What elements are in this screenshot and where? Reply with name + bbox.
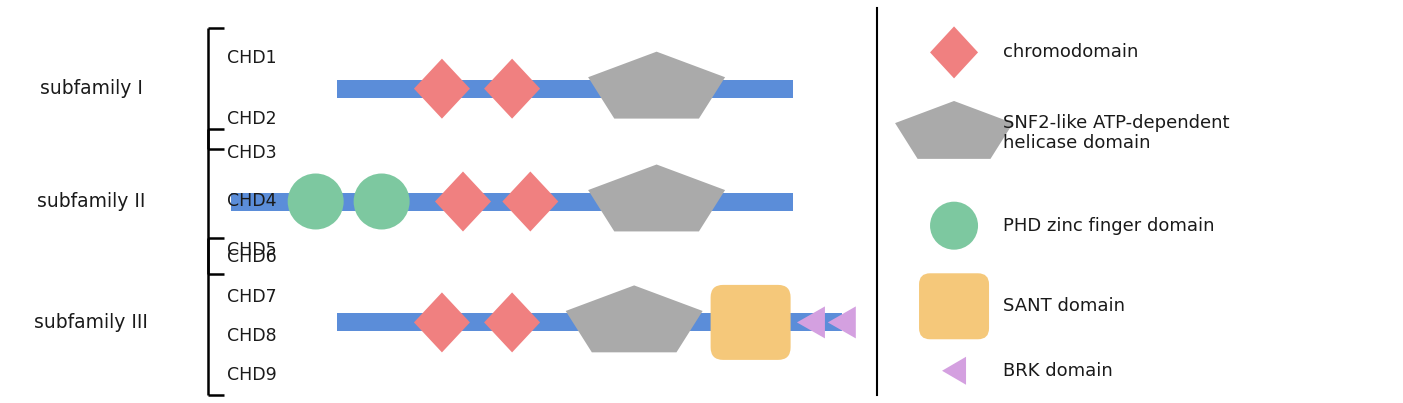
Polygon shape	[484, 293, 540, 352]
Polygon shape	[414, 59, 470, 118]
Text: CHD1: CHD1	[227, 50, 276, 67]
Text: CHD6: CHD6	[227, 248, 276, 266]
Text: chromodomain: chromodomain	[1003, 44, 1138, 61]
Text: PHD zinc finger domain: PHD zinc finger domain	[1003, 217, 1215, 235]
Text: CHD4: CHD4	[227, 193, 276, 210]
Polygon shape	[435, 172, 491, 231]
Text: CHD9: CHD9	[227, 366, 276, 384]
FancyBboxPatch shape	[710, 285, 791, 360]
Text: subfamily I: subfamily I	[39, 79, 143, 98]
Polygon shape	[930, 26, 978, 79]
Polygon shape	[895, 101, 1013, 159]
Ellipse shape	[930, 202, 978, 250]
Polygon shape	[502, 172, 558, 231]
Text: SANT domain: SANT domain	[1003, 297, 1125, 315]
Bar	[231, 193, 793, 210]
Polygon shape	[828, 306, 856, 339]
Ellipse shape	[354, 174, 410, 229]
Text: BRK domain: BRK domain	[1003, 362, 1113, 380]
Polygon shape	[941, 357, 967, 385]
Text: SNF2-like ATP-dependent
helicase domain: SNF2-like ATP-dependent helicase domain	[1003, 114, 1229, 152]
Text: CHD5: CHD5	[227, 241, 276, 259]
Polygon shape	[565, 285, 703, 352]
FancyBboxPatch shape	[919, 273, 989, 339]
Polygon shape	[588, 164, 725, 231]
Text: CHD7: CHD7	[227, 288, 276, 306]
Text: subfamily II: subfamily II	[36, 192, 146, 211]
Polygon shape	[588, 52, 725, 118]
Text: CHD3: CHD3	[227, 144, 276, 162]
Polygon shape	[797, 306, 825, 339]
Text: CHD2: CHD2	[227, 110, 276, 128]
Polygon shape	[414, 293, 470, 352]
Text: subfamily III: subfamily III	[34, 313, 149, 332]
Polygon shape	[484, 59, 540, 118]
Text: CHD8: CHD8	[227, 327, 276, 345]
Bar	[337, 314, 842, 331]
Ellipse shape	[288, 174, 344, 229]
Bar	[337, 80, 793, 98]
